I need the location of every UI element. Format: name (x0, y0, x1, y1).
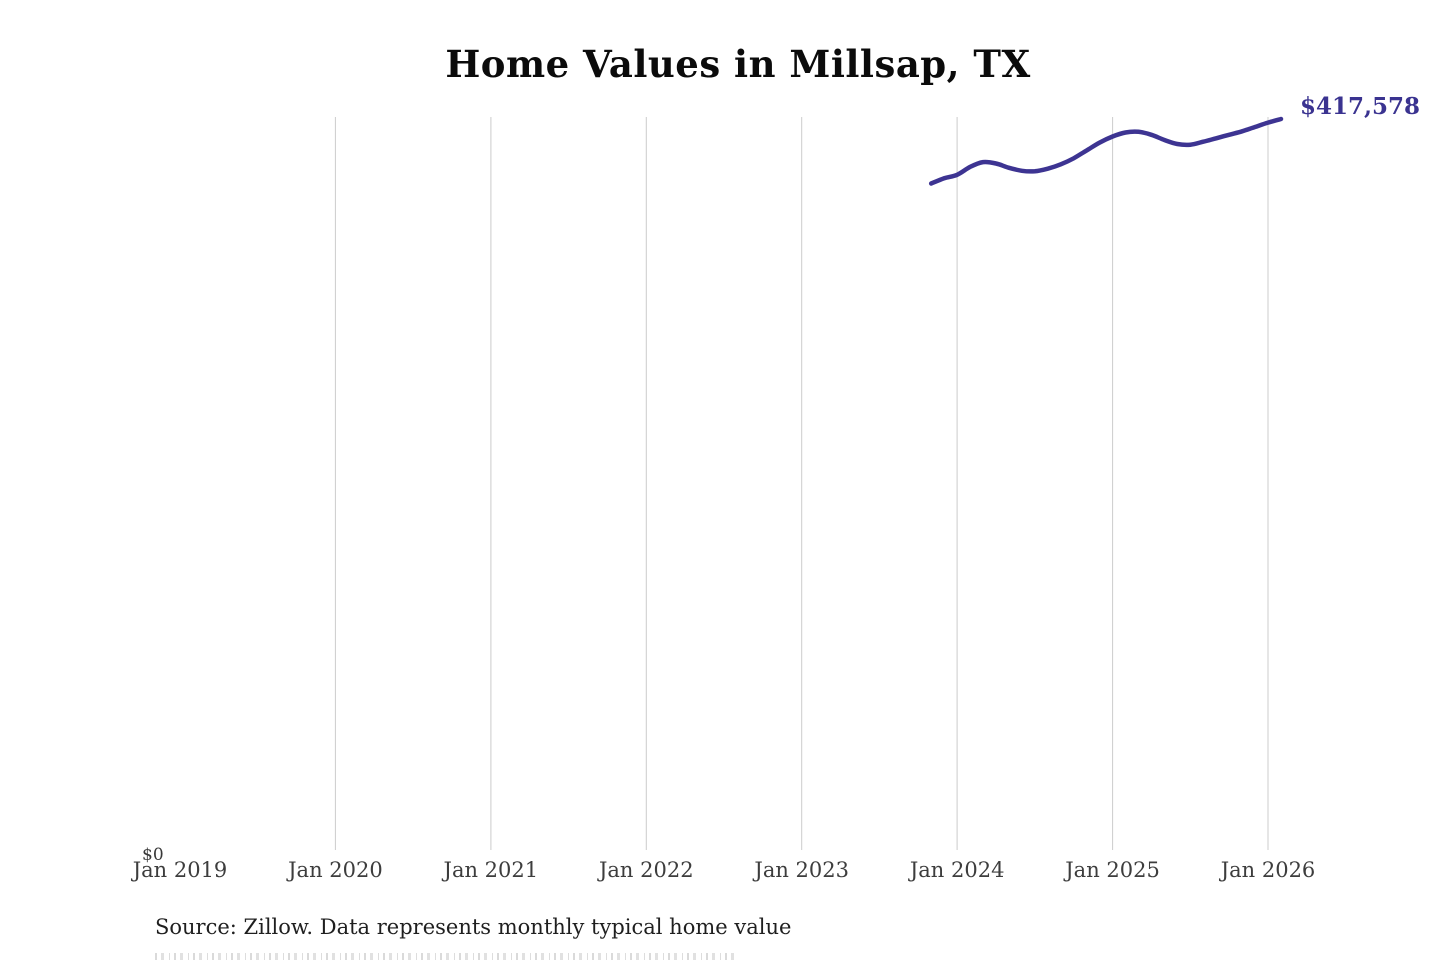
home-value-line (928, 116, 1284, 186)
chart-title: Home Values in Millsap, TX (445, 42, 1031, 86)
latest-value-label: $417,578 (1300, 93, 1421, 120)
x-tick-label: Jan 2024 (909, 858, 1005, 882)
x-tick-label: Jan 2023 (754, 858, 849, 882)
x-tick-label: Jan 2020 (288, 858, 383, 882)
x-tick-label: Jan 2025 (1065, 858, 1160, 882)
x-tick-label: Jan 2021 (443, 858, 539, 882)
x-tick-label: Jan 2019 (132, 858, 228, 882)
y-axis-zero-label: $0 (142, 845, 164, 865)
x-tick-label: Jan 2022 (598, 858, 694, 882)
x-tick-label: Jan 2026 (1220, 858, 1316, 882)
source-note: Source: Zillow. Data represents monthly … (155, 915, 792, 939)
clipped-text-remnant (155, 953, 735, 960)
